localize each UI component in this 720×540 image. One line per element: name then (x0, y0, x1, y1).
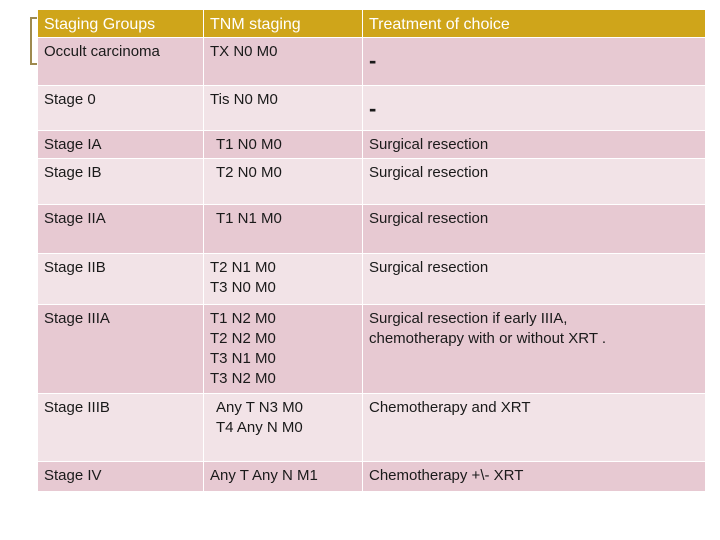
treatment-line: Surgical resection if early IIIA, (369, 310, 568, 327)
stage-cell: Stage IB (37, 158, 204, 205)
tnm-cell: Any T N3 M0 T4 Any N M0 (203, 393, 363, 462)
tnm-line: T2 N1 M0 (210, 259, 276, 276)
tnm-line: T3 N1 M0 (210, 350, 276, 367)
table-row: Stage IV Any T Any N M1 Chemotherapy +\-… (37, 461, 706, 492)
stage-cell: Stage IV (37, 461, 204, 492)
stage-cell: Stage 0 (37, 85, 204, 131)
treatment-cell: Surgical resection (362, 130, 706, 159)
treatment-cell: Surgical resection if early IIIA, chemot… (362, 304, 706, 394)
tnm-line: T3 N0 M0 (210, 279, 276, 296)
table-row: Stage IB T2 N0 M0 Surgical resection (37, 158, 706, 205)
tnm-line: T1 N2 M0 (210, 310, 276, 327)
header-tnm-staging: TNM staging (203, 9, 363, 38)
treatment-line: Surgical resection (369, 210, 489, 227)
tnm-cell: T1 N1 M0 (203, 204, 363, 254)
treatment-line: Surgical resection (369, 136, 489, 153)
table-header-row: Staging Groups TNM staging Treatment of … (37, 9, 706, 38)
tnm-line: T1 N0 M0 (216, 136, 282, 153)
stage-cell: Stage IIIB (37, 393, 204, 462)
tnm-line: Any T Any N M1 (210, 467, 318, 484)
table-row: Stage IIIA T1 N2 M0 T2 N2 M0 T3 N1 M0 T3… (37, 304, 706, 394)
treatment-line: - (369, 96, 377, 121)
treatment-cell: Surgical resection (362, 253, 706, 305)
tnm-cell: T2 N1 M0 T3 N0 M0 (203, 253, 363, 305)
tnm-cell: T1 N2 M0 T2 N2 M0 T3 N1 M0 T3 N2 M0 (203, 304, 363, 394)
tnm-cell: Any T Any N M1 (203, 461, 363, 492)
tnm-line: Any T N3 M0 (216, 399, 303, 416)
treatment-cell: Surgical resection (362, 158, 706, 205)
treatment-line: Surgical resection (369, 259, 489, 276)
tnm-line: T3 N2 M0 (210, 370, 276, 387)
tnm-line: T2 N2 M0 (210, 330, 276, 347)
stage-cell: Occult carcinoma (37, 37, 204, 86)
treatment-cell: - (362, 37, 706, 86)
stage-cell: Stage IIB (37, 253, 204, 305)
tnm-cell: Tis N0 M0 (203, 85, 363, 131)
stage-cell: Stage IA (37, 130, 204, 159)
treatment-line: chemotherapy with or without XRT . (369, 330, 607, 347)
treatment-cell: Chemotherapy +\- XRT (362, 461, 706, 492)
treatment-cell: Surgical resection (362, 204, 706, 254)
tnm-line: Tis N0 M0 (210, 91, 278, 108)
tnm-cell: TX N0 M0 (203, 37, 363, 86)
treatment-cell: Chemotherapy and XRT (362, 393, 706, 462)
tnm-line: T4 Any N M0 (216, 419, 303, 436)
stage-cell: Stage IIIA (37, 304, 204, 394)
tnm-cell: T1 N0 M0 (203, 130, 363, 159)
tnm-line: TX N0 M0 (210, 43, 278, 60)
treatment-line: Surgical resection (369, 164, 489, 181)
treatment-line: Chemotherapy and XRT (369, 399, 531, 416)
header-staging-groups: Staging Groups (37, 9, 204, 38)
table-row: Occult carcinoma TX N0 M0 - (37, 37, 706, 86)
treatment-line: - (369, 48, 377, 73)
title-bracket-decoration (30, 17, 38, 65)
header-treatment: Treatment of choice (362, 9, 706, 38)
table-row: Stage IIB T2 N1 M0 T3 N0 M0 Surgical res… (37, 253, 706, 305)
table-row: Stage IA T1 N0 M0 Surgical resection (37, 130, 706, 159)
stage-cell: Stage IIA (37, 204, 204, 254)
table-row: Stage IIIB Any T N3 M0 T4 Any N M0 Chemo… (37, 393, 706, 462)
tnm-cell: T2 N0 M0 (203, 158, 363, 205)
table-row: Stage IIA T1 N1 M0 Surgical resection (37, 204, 706, 254)
tnm-line: T1 N1 M0 (216, 210, 282, 227)
treatment-cell: - (362, 85, 706, 131)
table-row: Stage 0 Tis N0 M0 - (37, 85, 706, 131)
treatment-line: Chemotherapy +\- XRT (369, 467, 524, 484)
tnm-line: T2 N0 M0 (216, 164, 282, 181)
staging-table: Staging Groups TNM staging Treatment of … (37, 9, 706, 492)
